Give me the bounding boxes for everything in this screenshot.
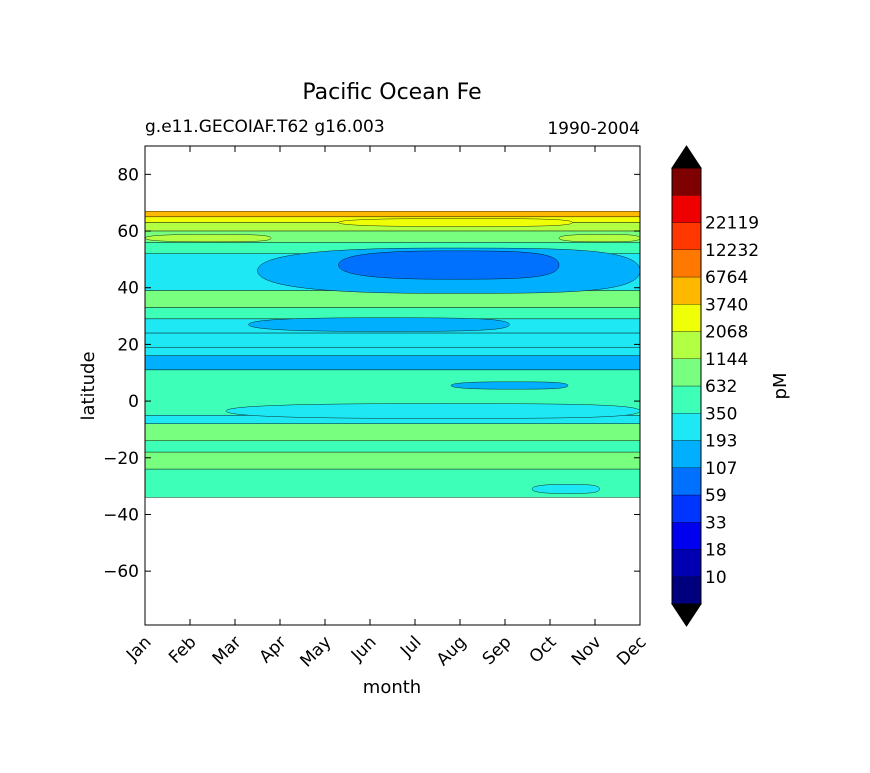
- contour-band-0: [145, 210, 640, 218]
- colorbar-swatch: [671, 304, 702, 332]
- contour-band-11: [145, 355, 640, 371]
- contour-region-1: [338, 250, 560, 280]
- colorbar-extend-min: [671, 603, 702, 627]
- plot-frame: [144, 145, 641, 626]
- y-tick-label: −20: [103, 449, 139, 469]
- x-tick-label: Dec: [613, 632, 650, 669]
- contour-band-9: [145, 332, 640, 348]
- x-tick-label: Jul: [396, 632, 425, 661]
- y-axis-label: latitude: [78, 351, 99, 420]
- colorbar-tick-label: 3740: [705, 295, 748, 315]
- colorbar-swatch: [671, 385, 702, 414]
- colorbar-swatch: [671, 358, 702, 387]
- colorbar: 10 18 33 59 107 193 350 632 1144 2068 3740 6764 1223…: [671, 145, 759, 627]
- colorbar-tick-label: 22119: [705, 214, 759, 234]
- y-tick-label: 40: [117, 279, 139, 299]
- x-tick-label: Mar: [209, 632, 246, 669]
- x-tick-label: Oct: [526, 632, 561, 667]
- colorbar-tick-label: 12232: [705, 241, 759, 261]
- colorbar-swatch: [671, 549, 702, 577]
- colorbar-tick-label: 33: [705, 513, 727, 533]
- contour-band-7: [145, 307, 640, 320]
- colorbar-swatch: [671, 440, 702, 468]
- colorbar-tick-label: 59: [705, 486, 727, 506]
- contour-region-8: [338, 218, 573, 227]
- contour-band-10: [145, 347, 640, 356]
- x-tick-label: Jan: [122, 632, 155, 665]
- chart-subtitle-left: g.e11.GECOIAF.T62 g16.003: [145, 117, 385, 137]
- x-tick-label: Aug: [433, 632, 471, 670]
- colorbar-swatch: [671, 494, 702, 523]
- contour-region-7: [558, 234, 640, 242]
- y-axis: 80 60 40 20 0 −20 −40 −60: [103, 165, 640, 582]
- y-tick-label: −60: [103, 562, 139, 582]
- x-tick-label: Sep: [479, 632, 516, 669]
- colorbar-swatch: [671, 413, 702, 441]
- colorbar-swatch: [671, 249, 702, 278]
- colorbar-swatch: [671, 276, 702, 305]
- colorbar-label: pM: [770, 373, 791, 400]
- colorbar-tick-label: 18: [705, 541, 727, 561]
- y-tick-label: −40: [103, 505, 139, 525]
- colorbar-tick-label: 632: [705, 377, 737, 397]
- colorbar-extend-max: [671, 145, 702, 169]
- x-tick-label: Jun: [347, 632, 381, 666]
- contour-band-14: [145, 423, 640, 441]
- chart-subtitle-right: 1990-2004: [547, 119, 640, 139]
- colorbar-tick-label: 350: [705, 404, 737, 424]
- contour-region-4: [225, 403, 640, 419]
- x-tick-label: Apr: [256, 632, 291, 667]
- contour-region-2: [248, 317, 510, 332]
- colorbar-swatch: [671, 222, 702, 250]
- y-tick-label: 60: [117, 222, 139, 242]
- x-tick-label: Feb: [165, 632, 200, 667]
- colorbar-swatch: [671, 576, 702, 605]
- colorbar-tick-label: 10: [705, 568, 727, 588]
- colorbar-tick-label: 1144: [705, 350, 748, 370]
- y-tick-label: 20: [117, 335, 139, 355]
- contour-plot: [145, 210, 640, 498]
- contour-region-6: [145, 234, 272, 242]
- colorbar-swatch: [671, 195, 702, 223]
- colorbar-tick-label: 193: [705, 432, 737, 452]
- x-axis-label: month: [363, 677, 421, 698]
- colorbar-swatch: [671, 522, 702, 550]
- colorbar-swatch: [671, 331, 702, 359]
- colorbar-tick-label: 2068: [705, 323, 748, 343]
- colorbar-swatch: [671, 467, 702, 496]
- colorbar-swatch: [671, 167, 702, 196]
- contour-band-15: [145, 440, 640, 453]
- contour-band-16: [145, 451, 640, 470]
- colorbar-frame: [671, 167, 702, 605]
- contour-region-5: [531, 484, 600, 494]
- y-tick-label: 80: [117, 165, 139, 185]
- x-tick-label: May: [297, 632, 336, 671]
- colorbar-tick-label: 6764: [705, 268, 748, 288]
- contour-region-3: [450, 381, 569, 390]
- y-tick-label: 0: [128, 392, 139, 412]
- chart-title: Pacific Ocean Fe: [302, 80, 481, 105]
- colorbar-tick-label: 107: [705, 459, 737, 479]
- x-tick-label: Nov: [568, 632, 606, 670]
